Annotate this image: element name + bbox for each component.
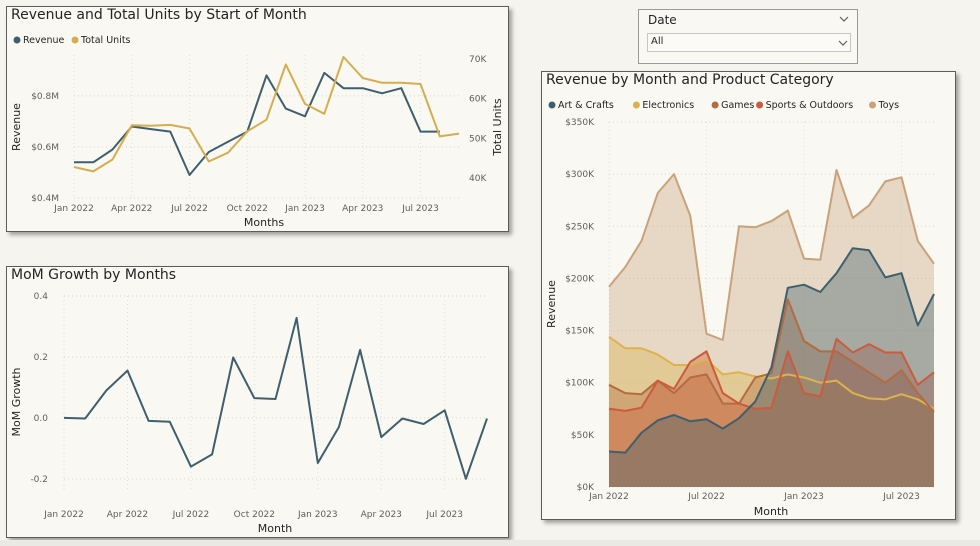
legend-label: Toys [878,100,900,111]
legend-label: Sports & Outdoors [766,100,854,111]
date-slicer[interactable]: Date All [638,9,858,64]
y-axis-title: MoM Growth [10,367,23,436]
legend-label: Revenue [23,35,65,46]
y-tick-label: 0.2 [34,353,48,363]
y-tick-label: $0K [577,483,595,493]
y2-tick-label: 40K [469,174,487,184]
legend-marker [756,101,764,109]
y-tick-label: 0.0 [34,414,49,424]
revenue-units-chart: Revenue Total Units $0.4M $0.6M $0.8M 40K 50K 6… [10,35,504,229]
chart-title: MoM Growth by Months [11,267,177,283]
y-tick-label: $50K [571,431,595,441]
series-line-games [608,298,935,413]
x-tick-label: Jan 2022 [53,204,94,214]
x-tick-label: Jul 2022 [687,492,725,502]
series-line-revenue [74,71,440,176]
x-tick-label: Apr 2022 [111,204,152,214]
revenue-units-chart-panel: Revenue and Total Units by Start of Mont… [6,6,509,232]
legend-marker [13,36,21,44]
legend-marker [71,36,79,44]
y2-tick-label: 60K [469,95,487,105]
x-tick-label: Jul 2023 [882,492,920,502]
y2-tick-label: 50K [469,134,487,144]
y2-tick-label: 70K [469,55,487,65]
series-line-total-units [73,56,460,173]
legend-marker [632,101,640,109]
x-tick-label: Apr 2022 [107,510,148,520]
chart-title: Revenue by Month and Product Category [546,72,834,88]
y-tick-label: $200K [565,274,595,284]
y-axis-title: Revenue [545,280,558,328]
x-tick-label: Jan 2023 [297,510,338,520]
x-tick-label: Jul 2023 [401,204,439,214]
legend-label: Total Units [80,35,131,46]
y-tick-label: $350K [565,118,595,128]
slicer-value: All [651,36,664,47]
x-tick-label: Jan 2022 [588,492,629,502]
y-tick-label: $0.6M [31,143,59,153]
x-tick-label: Jul 2023 [425,510,463,520]
series-line-mom-growth [63,316,488,480]
y-tick-label: $300K [565,170,595,180]
series-area-electronics [609,336,934,487]
legend-marker [711,101,719,109]
slicer-title: Date [648,13,677,27]
y-tick-label: $100K [565,379,595,389]
chevron-down-icon[interactable] [838,39,848,47]
series-line-electronics [608,335,935,410]
series-line-sports-outdoors [608,337,935,412]
x-tick-label: Jul 2022 [170,204,208,214]
category-revenue-chart-panel: Revenue by Month and Product Category Ar… [541,71,956,520]
legend-marker [869,101,876,109]
x-axis-title: Month [754,505,789,518]
y-tick-label: 0.4 [34,292,49,302]
x-tick-label: Oct 2022 [227,204,268,214]
y2-axis-title: Total Units [491,98,504,157]
chart-title: Revenue and Total Units by Start of Mont… [11,7,307,23]
series-line-toys [608,169,935,341]
series-area-sports-outdoors [609,338,934,487]
x-axis-title: Month [258,522,293,535]
y-tick-label: $250K [565,222,595,232]
x-tick-label: Apr 2023 [342,204,383,214]
x-tick-label: Jul 2022 [172,510,210,520]
legend-label: Games [721,100,754,111]
x-tick-label: Jan 2022 [43,510,84,520]
series-line-art-crafts [608,247,935,454]
page-footer-strip [0,540,980,546]
legend-label: Art & Crafts [558,100,614,111]
y-tick-label: -0.2 [30,475,48,485]
y-axis-title: Revenue [10,103,23,151]
mom-growth-chart: -0.2 0.0 0.2 0.4 Jan 2022 Apr 2022 Jul 2022 Oct… [10,292,488,535]
x-tick-label: Jan 2023 [783,492,824,502]
mom-growth-chart-panel: MoM Growth by Months -0.2 0.0 0.2 0.4 Jan 20… [6,266,509,538]
legend-marker [548,101,556,109]
chevron-down-icon[interactable] [839,15,849,23]
x-tick-label: Oct 2022 [234,510,275,520]
x-axis-title: Months [244,216,284,229]
x-tick-label: Jan 2023 [284,204,325,214]
series-area-games [609,299,934,487]
slicer-dropdown[interactable]: All [647,33,851,52]
y-tick-label: $0.4M [31,194,59,204]
legend-label: Electronics [642,100,694,111]
y-tick-label: $0.8M [31,92,59,102]
category-revenue-chart: Art & Crafts Electronics Games Sports & Out… [545,100,935,518]
x-tick-label: Apr 2023 [361,510,402,520]
y-tick-label: $150K [565,327,595,337]
